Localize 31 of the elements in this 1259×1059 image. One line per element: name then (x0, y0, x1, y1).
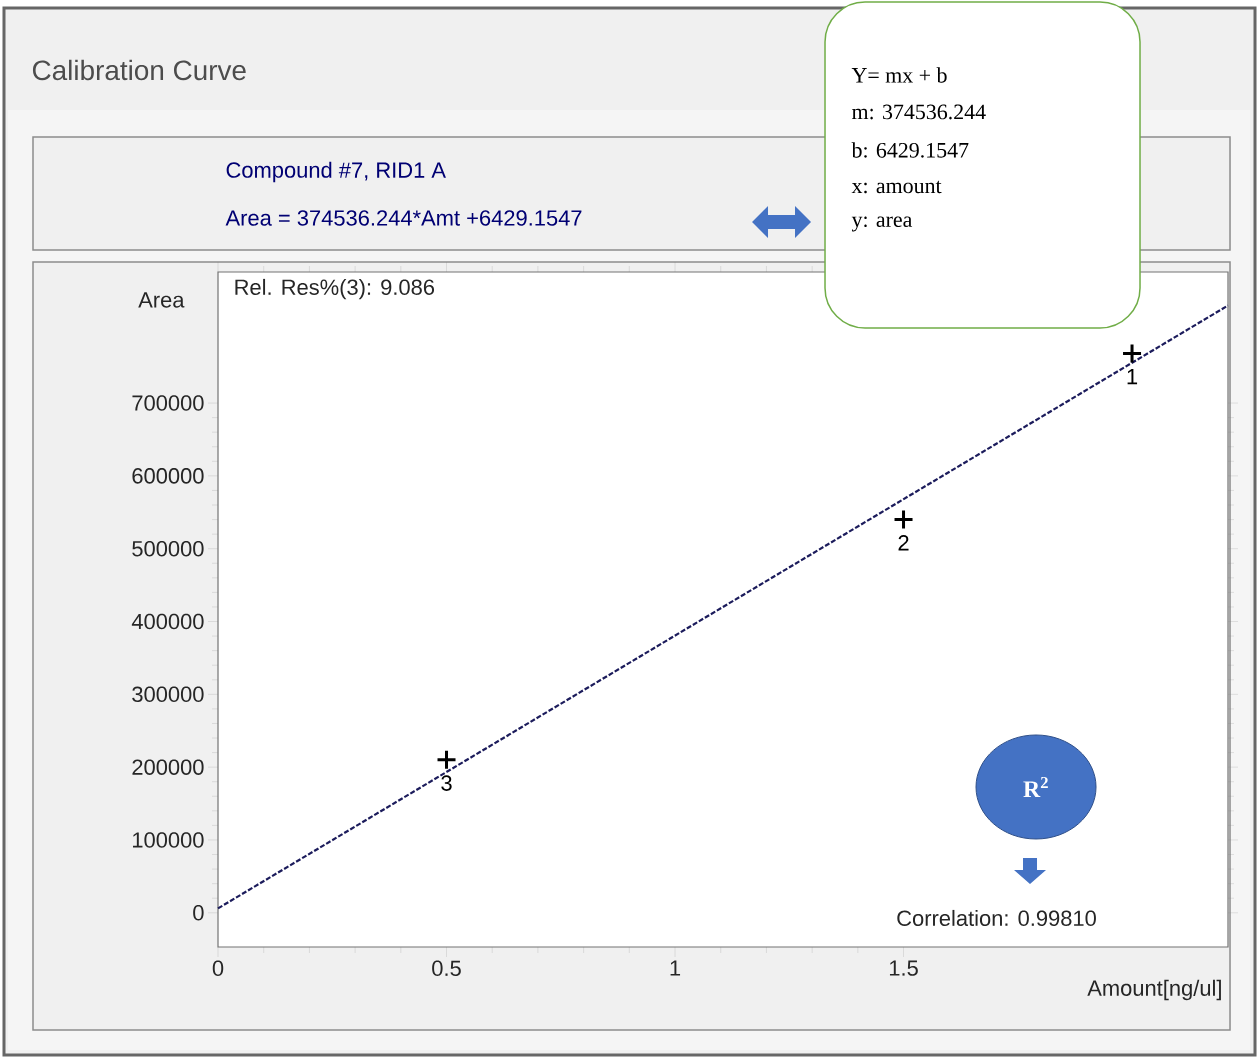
text: y: area (851, 216, 913, 232)
y-axis-title: Area (138, 292, 185, 308)
x-axis-title: Amount[ng/ul] (1087, 979, 1221, 1001)
text: x: amount (851, 180, 942, 194)
y-tick-label: 0 (193, 905, 204, 921)
annotation: 2 (898, 535, 909, 551)
annotation: Rel. Res%(3): 9.086 (235, 278, 435, 300)
y-tick-label: 100000 (133, 832, 204, 848)
text: Area = 374536.244*Amt +6429.1547 (225, 210, 582, 226)
x-tick-label: 0 (212, 960, 224, 977)
y-tick-label: 500000 (132, 540, 204, 557)
annotation: 1 (1127, 369, 1138, 385)
annotation: 3 (441, 775, 452, 791)
x-tick-label: 1.5 (889, 960, 918, 976)
annotation: R$^{2}$ (1023, 776, 1048, 798)
chart-title: Calibration Curve (32, 59, 246, 81)
text: b: 6429.1547 (851, 142, 969, 158)
y-tick-label: 400000 (131, 613, 204, 630)
point (893, 509, 915, 531)
y-tick-label: 200000 (132, 759, 204, 775)
annotation: Correlation: 0.99810 (897, 909, 1096, 927)
y-tick-label: 600000 (132, 468, 204, 484)
y-tick-label: 300000 (132, 686, 204, 703)
y-tick-label: 700000 (132, 395, 204, 411)
text: Y= mx + b (851, 67, 947, 83)
chart-subtitle: Compound #7, RID1 A (226, 161, 446, 183)
text: m: 374536.244 (851, 104, 986, 120)
x-tick-label: 0.5 (432, 960, 461, 977)
point (1121, 343, 1143, 365)
point (436, 749, 458, 771)
x-tick-label: 1 (670, 960, 681, 976)
